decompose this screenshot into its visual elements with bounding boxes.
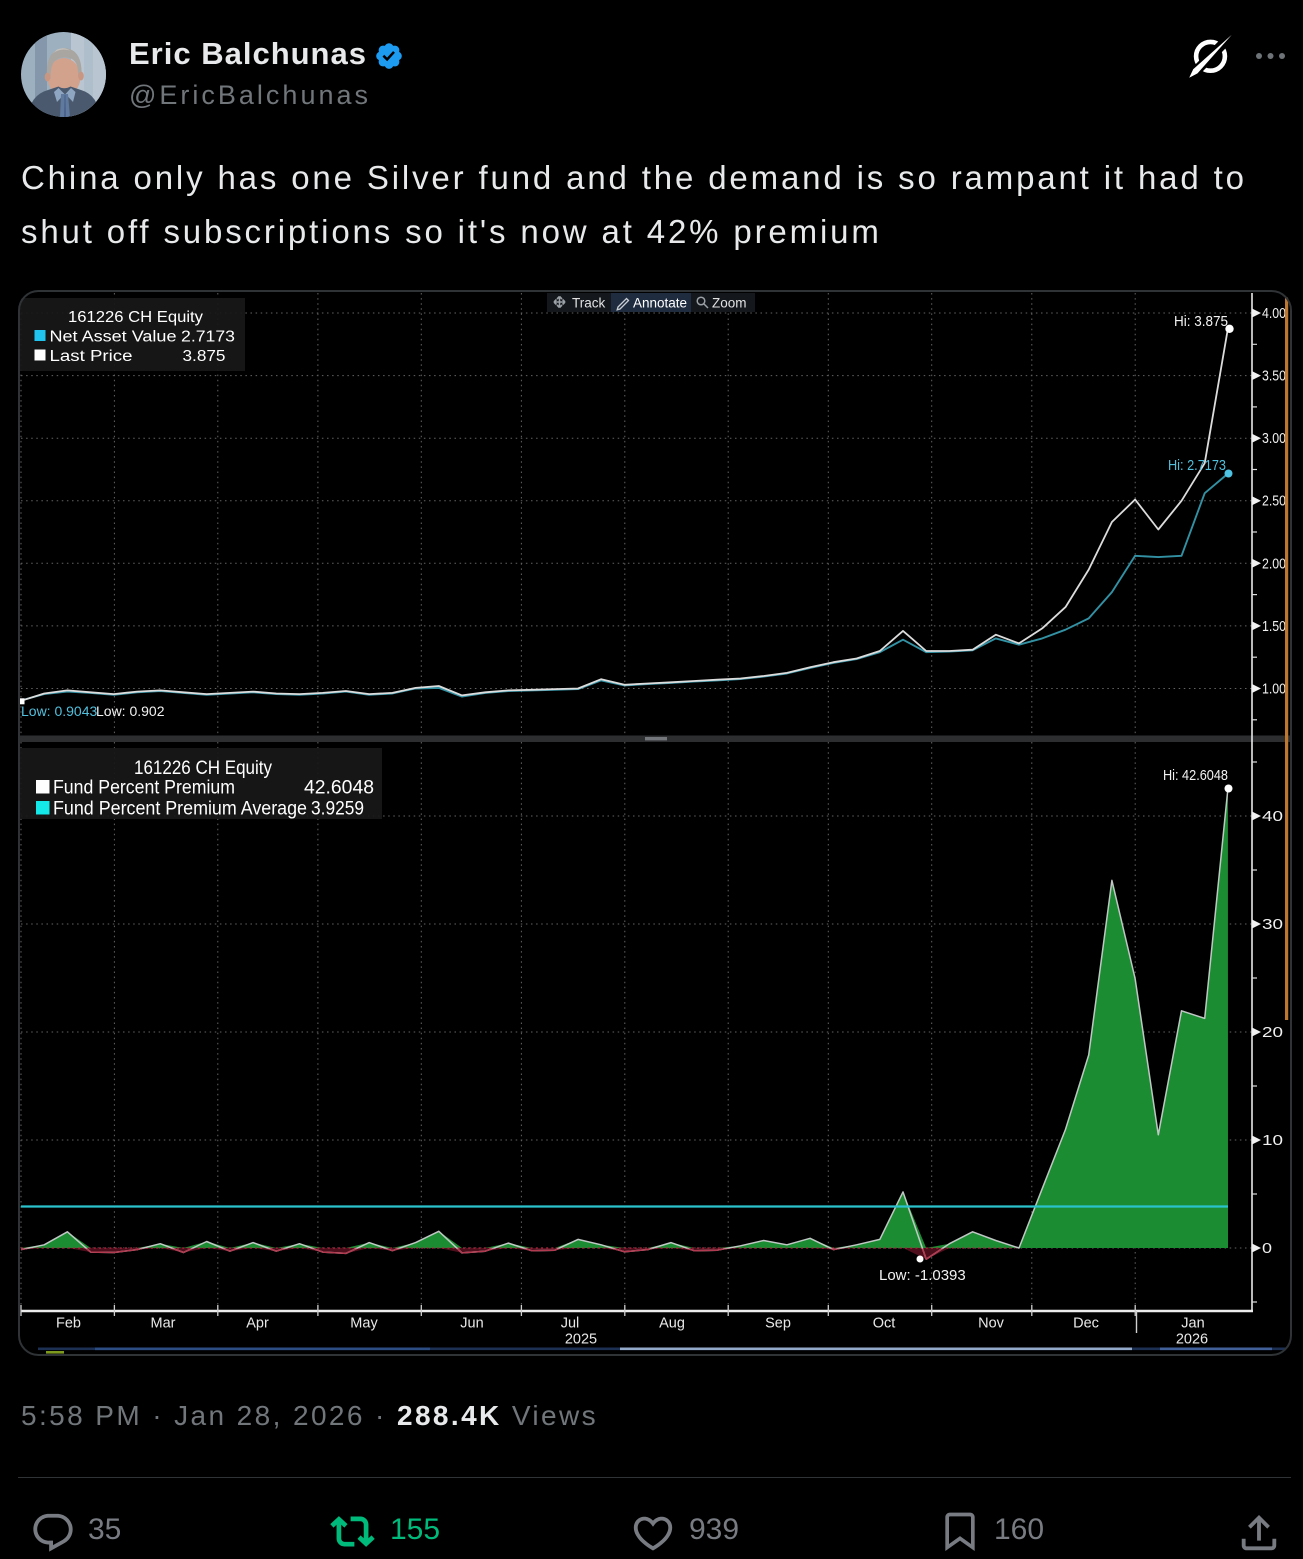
svg-text:Dec: Dec <box>1073 1316 1099 1332</box>
svg-text:0: 0 <box>1262 1241 1272 1257</box>
svg-text:Track: Track <box>572 296 605 311</box>
svg-text:Jun: Jun <box>460 1316 483 1332</box>
svg-text:3.875: 3.875 <box>183 348 226 365</box>
svg-text:161226 CH Equity: 161226 CH Equity <box>68 309 203 326</box>
svg-text:2025: 2025 <box>565 1332 597 1348</box>
svg-text:3.9259: 3.9259 <box>311 799 364 820</box>
svg-text:Fund Percent Premium: Fund Percent Premium <box>53 778 235 799</box>
svg-text:Hi: 2.7173: Hi: 2.7173 <box>1168 457 1226 474</box>
svg-text:Nov: Nov <box>978 1316 1005 1332</box>
svg-text:Mar: Mar <box>151 1316 176 1332</box>
svg-text:Hi: 42.6048: Hi: 42.6048 <box>1163 767 1228 784</box>
svg-text:Low: 0.9043: Low: 0.9043 <box>21 703 97 719</box>
svg-text:Low: -1.0393: Low: -1.0393 <box>879 1267 966 1284</box>
svg-text:Jul: Jul <box>561 1316 580 1332</box>
svg-text:20: 20 <box>1262 1025 1283 1041</box>
svg-text:161226 CH Equity: 161226 CH Equity <box>134 758 272 779</box>
svg-text:Sep: Sep <box>765 1316 791 1332</box>
svg-text:10: 10 <box>1262 1133 1283 1149</box>
svg-text:Oct: Oct <box>873 1316 896 1332</box>
svg-text:Low: 0.902: Low: 0.902 <box>96 703 165 719</box>
svg-text:Net Asset Value: Net Asset Value <box>50 329 177 346</box>
svg-text:42.6048: 42.6048 <box>304 778 374 799</box>
svg-text:Apr: Apr <box>246 1316 269 1332</box>
svg-text:4.00: 4.00 <box>1262 306 1286 322</box>
svg-text:Jan: Jan <box>1181 1316 1204 1332</box>
svg-text:30: 30 <box>1262 917 1283 933</box>
svg-text:1.50: 1.50 <box>1262 619 1286 635</box>
svg-text:2.7173: 2.7173 <box>181 329 235 346</box>
svg-text:2.00: 2.00 <box>1262 556 1286 572</box>
svg-text:May: May <box>350 1316 378 1332</box>
svg-text:1.00: 1.00 <box>1262 682 1286 698</box>
svg-text:Fund Percent Premium Average: Fund Percent Premium Average <box>53 799 307 820</box>
svg-text:Feb: Feb <box>56 1316 81 1332</box>
svg-text:Aug: Aug <box>659 1316 685 1332</box>
svg-text:2.50: 2.50 <box>1262 494 1286 510</box>
svg-text:2026: 2026 <box>1176 1332 1208 1348</box>
svg-text:Annotate: Annotate <box>633 296 687 311</box>
svg-text:3.50: 3.50 <box>1262 369 1286 385</box>
svg-text:40: 40 <box>1262 809 1283 825</box>
svg-text:Last Price: Last Price <box>50 348 133 365</box>
svg-text:Hi: 3.875: Hi: 3.875 <box>1174 313 1228 330</box>
svg-text:3.00: 3.00 <box>1262 431 1286 447</box>
svg-text:Zoom: Zoom <box>712 296 747 311</box>
